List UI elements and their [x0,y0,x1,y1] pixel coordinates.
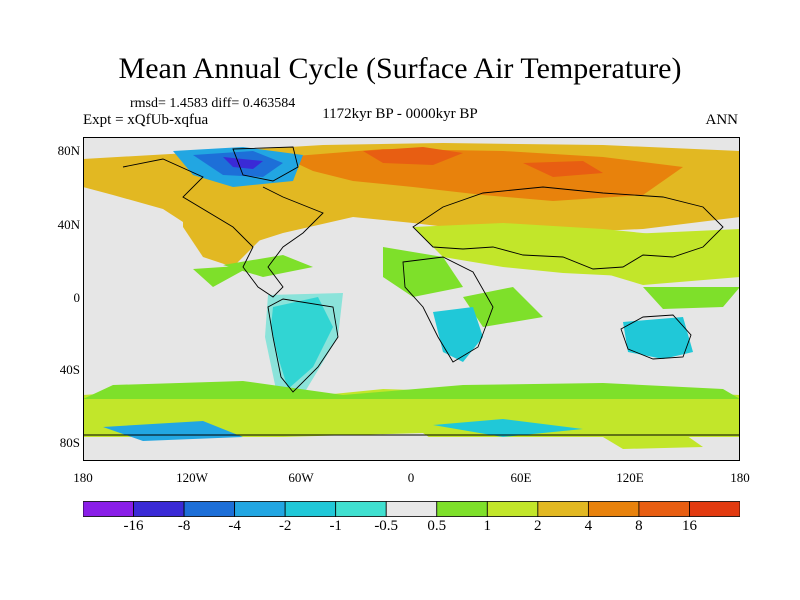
anomaly-region [193,265,253,287]
lon-label: 180 [73,470,93,485]
anomaly-region [463,287,543,327]
coastline [232,146,299,182]
coastline [122,158,324,298]
lon-label: 0 [407,470,415,485]
colorbar-label: 2 [534,518,542,534]
anomaly-region [623,317,693,359]
colorbar [83,501,740,517]
colorbar-box [335,501,387,517]
colorbar-label: -4 [228,518,241,534]
coastline [402,256,494,363]
colorbar-box [133,501,185,517]
colorbar-box [234,501,286,517]
anomaly-region [83,381,740,399]
colorbar-box [183,501,236,517]
lon-label: 120W [176,470,208,485]
colorbar-label: 4 [584,518,593,534]
colorbar-label: -16 [123,518,144,534]
colorbar-box [689,501,740,517]
colorbar-label: 8 [635,518,643,534]
lat-label: 80S [59,435,80,450]
temperature-map [83,137,740,461]
lat-label: 40N [57,217,80,232]
colorbar-label: 1 [483,518,492,534]
colorbar-box [284,501,337,517]
colorbar-label: -0.5 [374,518,399,534]
anomaly-region [103,421,243,441]
period-text: 1172kyr BP - 0000kyr BP [322,106,478,122]
stats-text: rmsd= 1.4583 diff= 0.463584 [130,96,296,111]
colorbar-box [486,501,539,517]
anomaly-region [265,293,343,399]
coastline [620,314,692,360]
anomaly-region [283,433,443,449]
colorbar-label: -2 [278,518,292,534]
lat-label: 80N [57,143,80,158]
anomaly-region [183,187,263,267]
anomaly-region [223,157,263,169]
colorbar-box [83,501,134,517]
colorbar-box [436,501,488,517]
anomaly-region [223,255,313,277]
lon-label: 60E [510,470,532,485]
anomaly-region [603,433,703,449]
colorbar-label: -8 [177,518,191,534]
lat-label: 0 [73,290,81,305]
lon-label: 120E [616,470,644,485]
lat-label: 40S [59,362,80,377]
lon-label: 60W [288,470,314,485]
anomaly-region [83,387,740,437]
anomaly-region [563,229,740,285]
map-frame [83,137,740,461]
season-text: ANN [705,112,739,128]
anomaly-region [523,161,603,177]
colorbar-box [385,501,438,517]
anomaly-region [643,287,740,309]
lon-label: 180 [730,470,750,485]
coastline [267,298,339,393]
colorbar-box [537,501,589,517]
anomaly-region [363,147,463,165]
anomaly-region [383,247,463,297]
colorbar-label: 16 [682,518,697,534]
colorbar-box [638,501,690,517]
colorbar-label: -1 [329,518,342,534]
experiment-text: Expt = xQfUb-xqfua [83,112,209,128]
plot-title: Mean Annual Cycle (Surface Air Temperatu… [118,52,682,85]
coastline [412,186,724,270]
anomaly-region [433,307,483,362]
colorbar-label: 0.5 [427,518,447,534]
anomaly-region [433,419,583,437]
colorbar-box [587,501,640,517]
